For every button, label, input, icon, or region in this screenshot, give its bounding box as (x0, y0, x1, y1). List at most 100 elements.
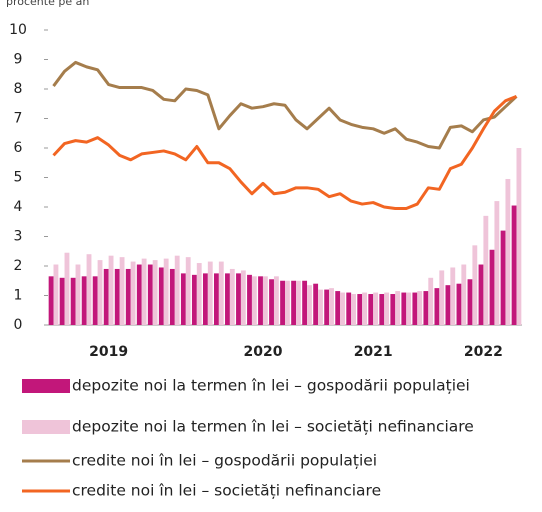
y-tick-label: 1 (14, 288, 23, 304)
legend-label: depozite noi la termen în lei – societăț… (72, 418, 474, 436)
bar (368, 294, 374, 325)
y-tick-label: 5 (14, 170, 23, 186)
bar (218, 261, 224, 325)
bar (247, 274, 252, 325)
legend-swatch (22, 420, 70, 434)
bar (81, 276, 87, 325)
bar (456, 283, 462, 325)
bar (362, 292, 368, 325)
bar (64, 252, 70, 325)
x-tick-label: 2022 (464, 344, 503, 360)
bar (302, 280, 308, 325)
bar (174, 255, 180, 325)
bar (163, 258, 169, 325)
y-tick-label: 4 (14, 199, 23, 215)
bar (158, 267, 164, 325)
bar (48, 276, 54, 325)
bar (318, 289, 323, 325)
y-tick-label: 8 (14, 81, 23, 97)
line (52, 94, 518, 210)
bar (296, 280, 301, 325)
bar (258, 276, 263, 325)
bar (280, 280, 285, 325)
bar (108, 255, 114, 325)
legend-label: credite noi în lei – gospodării populați… (72, 452, 377, 470)
bar (434, 288, 440, 325)
bar (207, 261, 213, 325)
bar (406, 292, 412, 325)
bar (152, 260, 158, 325)
bar (285, 280, 290, 325)
bar (313, 283, 319, 325)
bar (340, 292, 345, 325)
bar (478, 264, 484, 325)
y-tick-label: 10 (9, 22, 27, 38)
bar (450, 267, 456, 325)
bar (59, 277, 65, 325)
bar (273, 276, 279, 325)
bar (516, 148, 522, 325)
bar (191, 274, 197, 325)
legend-swatch (22, 379, 70, 393)
bar (97, 260, 103, 325)
bar (384, 292, 390, 325)
y-tick-label: 0 (14, 317, 23, 333)
bar (500, 230, 506, 325)
bar (423, 291, 429, 325)
bar (472, 245, 478, 325)
bar (390, 294, 396, 325)
bar (329, 288, 334, 325)
bar (461, 264, 467, 325)
bar (483, 215, 489, 325)
bar (240, 270, 246, 325)
bar (236, 273, 241, 325)
bar (291, 280, 297, 325)
bar (125, 268, 131, 325)
line (52, 60, 518, 150)
bar (324, 289, 330, 325)
bar (225, 273, 230, 325)
bar (351, 294, 356, 325)
bar (445, 285, 451, 325)
bar (511, 205, 517, 325)
x-tick-label: 2020 (243, 344, 282, 360)
bar (229, 268, 235, 325)
bar (141, 258, 147, 325)
bar (92, 276, 98, 325)
bar (357, 294, 363, 325)
bar (202, 273, 208, 325)
bar (103, 268, 109, 325)
bar (379, 294, 385, 325)
bar (439, 270, 445, 325)
legend-label: credite noi în lei – societăți nefinanci… (72, 482, 381, 500)
x-tick-label: 2021 (354, 344, 393, 360)
bar (373, 292, 379, 325)
bar (307, 285, 312, 325)
bar (417, 291, 423, 325)
bar (130, 261, 136, 325)
legend-label: depozite noi la termen în lei – gospodăr… (72, 377, 470, 395)
bar (251, 276, 257, 325)
y-tick-label: 7 (14, 111, 23, 127)
bar (489, 249, 495, 325)
bar (53, 264, 59, 325)
bar (269, 279, 274, 325)
bar (136, 264, 142, 325)
bar (86, 254, 92, 325)
bar (335, 291, 341, 325)
bar (180, 273, 186, 325)
y-tick-label: 3 (14, 229, 23, 245)
bar (346, 292, 352, 325)
bar (70, 277, 76, 325)
bar (401, 292, 407, 325)
bar (169, 268, 175, 325)
bar (147, 264, 153, 325)
y-tick-label: 6 (14, 140, 23, 156)
bar (196, 263, 202, 325)
bar (114, 268, 120, 325)
bar (214, 273, 219, 325)
bar (494, 201, 500, 325)
bar (119, 257, 125, 325)
y-tick-label: 2 (14, 258, 23, 274)
